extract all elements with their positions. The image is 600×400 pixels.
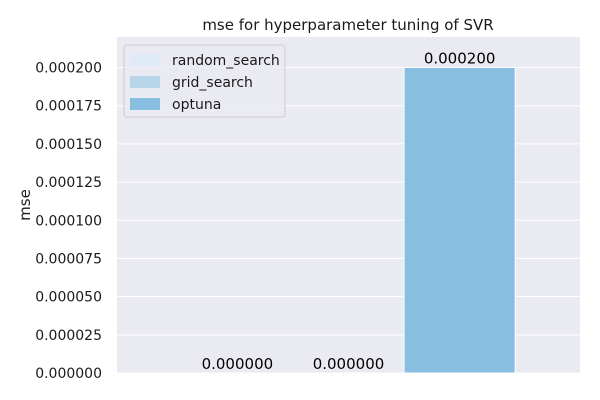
legend-label-optuna: optuna bbox=[172, 97, 221, 113]
legend-label-random-search: random_search bbox=[172, 53, 280, 69]
y-tick-label: 0.000050 bbox=[35, 290, 102, 306]
bar-label-grid-search: 0.000000 bbox=[313, 355, 385, 373]
y-tick-label: 0.000000 bbox=[35, 366, 102, 382]
legend-swatch-optuna bbox=[130, 98, 160, 110]
y-tick-label: 0.000125 bbox=[35, 175, 102, 191]
y-tick-label: 0.000200 bbox=[35, 61, 102, 77]
y-tick-label: 0.000075 bbox=[35, 251, 102, 267]
y-tick-labels: 0.000000 0.000025 0.000050 0.000075 0.000100… bbox=[35, 61, 102, 382]
y-tick-label: 0.000150 bbox=[35, 137, 102, 153]
legend-swatch-grid-search bbox=[130, 76, 160, 88]
legend-label-grid-search: grid_search bbox=[172, 75, 253, 91]
bars bbox=[403, 67, 516, 374]
bar-label-optuna: 0.000200 bbox=[424, 50, 496, 68]
legend-swatch-random-search bbox=[130, 54, 160, 66]
chart-title: mse for hyperparameter tuning of SVR bbox=[202, 16, 493, 34]
y-tick-label: 0.000175 bbox=[35, 99, 102, 115]
y-tick-label: 0.000025 bbox=[35, 328, 102, 344]
bar-label-random-search: 0.000000 bbox=[202, 355, 274, 373]
y-tick-label: 0.000100 bbox=[35, 213, 102, 229]
y-axis-label: mse bbox=[16, 189, 34, 221]
legend-box bbox=[123, 44, 286, 118]
bar-optuna bbox=[403, 67, 516, 374]
bar-labels: 0.000000 0.000000 0.000200 bbox=[202, 50, 496, 373]
